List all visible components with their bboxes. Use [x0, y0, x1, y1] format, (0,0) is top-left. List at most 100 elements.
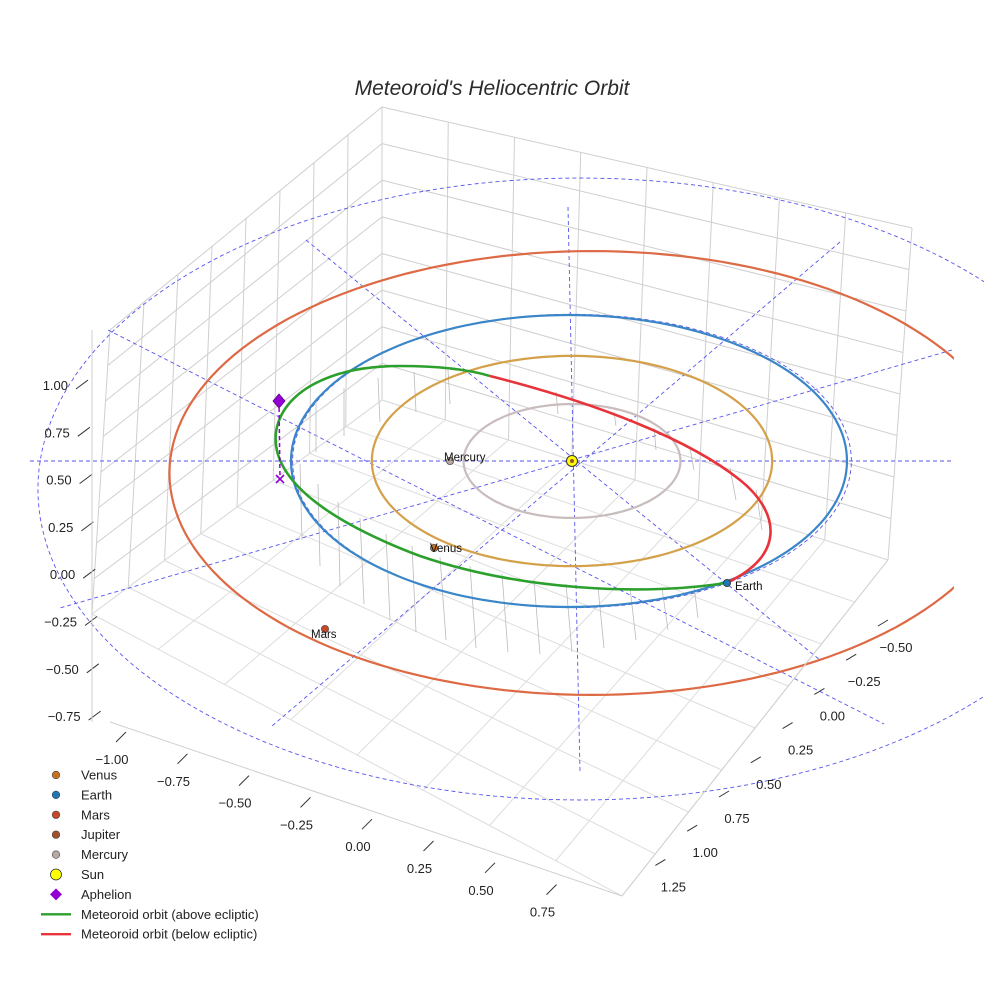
x-tick: [300, 797, 311, 808]
grid-line: [93, 362, 383, 579]
reference-spoke: [567, 206, 581, 773]
legend-label: Jupiter: [81, 827, 121, 842]
legend-label: Mars: [81, 807, 110, 822]
grid-line: [489, 519, 762, 826]
x-tick: [546, 884, 557, 895]
x-tick: [484, 862, 496, 874]
legend-label: Venus: [81, 768, 118, 783]
orbit-venus: [370, 354, 774, 568]
grid-line: [96, 326, 383, 544]
planet-orbits: [168, 249, 954, 697]
mars-marker: [320, 625, 329, 634]
y-tick: [655, 858, 666, 866]
legend-label: Sun: [81, 867, 104, 882]
x-tick: [361, 818, 373, 830]
grid-line: [422, 499, 699, 791]
grid-line: [761, 197, 780, 521]
axis-edge: [109, 721, 623, 897]
meteoroid-orbit: [274, 364, 772, 591]
z-tick-label: 0.25: [48, 520, 73, 535]
z-tick: [82, 568, 96, 579]
stem: [501, 573, 509, 653]
grid-line: [887, 227, 913, 561]
stem: [413, 371, 417, 413]
reference-spoke: [305, 239, 821, 661]
stem: [597, 586, 605, 649]
x-tick-label: 0.50: [468, 883, 493, 898]
stem: [629, 587, 637, 641]
y-tick: [750, 756, 762, 764]
stem: [469, 565, 477, 649]
x-tick: [423, 840, 434, 852]
x-tick-label: −0.75: [157, 774, 190, 789]
y-tick-label: 1.25: [661, 879, 686, 894]
y-tick-label: −0.50: [880, 640, 913, 655]
legend-label: Meteoroid orbit (below ecliptic): [81, 927, 257, 942]
grid-line: [381, 362, 892, 519]
stem: [533, 579, 541, 655]
grid-line: [345, 426, 855, 603]
grid-line: [381, 253, 901, 395]
y-tick-label: −0.25: [848, 674, 881, 689]
aphelion-projection-marker: [275, 474, 285, 484]
mars-label: Mars: [311, 629, 337, 641]
grid-line: [555, 539, 826, 862]
z-tick: [86, 663, 100, 674]
earth-marker: [723, 579, 732, 588]
meteoroid-orbit-below: [489, 374, 772, 585]
y-tick-label: 0.50: [756, 777, 781, 792]
axis-ticks: 1.00 0.75 0.50 0.25 0.00 −0.25 −0.50 −0.75 −1.00…: [43, 330, 913, 920]
legend-item: Meteoroid orbit (above ecliptic): [41, 907, 259, 922]
aphelion-marker: [272, 393, 286, 409]
x-tick-label: −1.00: [96, 752, 129, 767]
jupiter-marker: [570, 459, 574, 463]
legend-item: Meteoroid orbit (below ecliptic): [41, 927, 257, 942]
orbit-earth: [289, 313, 849, 609]
x-tick-label: −0.25: [280, 817, 313, 832]
x-tick-label: 0.00: [345, 839, 370, 854]
orbit-mars: [168, 249, 954, 697]
stem: [565, 583, 573, 653]
grid-line: [107, 143, 383, 366]
x-tick: [238, 775, 250, 786]
legend-item: Earth: [51, 787, 112, 802]
legend-item: Aphelion: [50, 887, 132, 902]
grid-line: [309, 453, 822, 645]
bodies: Mercury Venus Earth Mars: [272, 393, 763, 641]
grid-line: [98, 289, 383, 508]
y-tick-label: 0.25: [788, 743, 813, 758]
aphelion-drop-line: [278, 400, 281, 479]
z-tick-label: 0.75: [44, 425, 69, 440]
legend-circle-swatch: [51, 770, 61, 780]
stem: [447, 369, 451, 405]
y-tick: [814, 687, 825, 695]
stem: [661, 587, 669, 631]
z-tick-label: −0.50: [46, 662, 79, 677]
legend-label: Aphelion: [81, 887, 132, 902]
z-tick: [81, 521, 94, 532]
axis-edge: [621, 559, 889, 897]
grid-line: [381, 326, 895, 478]
legend-item: Mercury: [51, 847, 128, 862]
grid-line: [105, 179, 383, 402]
reference-circle-outer: [37, 177, 984, 801]
legend-circle-swatch: [51, 790, 61, 800]
z-tick: [77, 426, 91, 437]
y-tick-label: 0.75: [724, 811, 749, 826]
chart-title: Meteoroid's Heliocentric Orbit: [355, 77, 631, 100]
mercury-marker: [445, 456, 454, 465]
y-tick-label: 0.00: [820, 708, 845, 723]
legend-item: Sun: [50, 867, 104, 882]
legend-circle-swatch: [51, 830, 61, 839]
grid-line: [381, 399, 889, 561]
grid-line: [356, 479, 636, 756]
legend-circle-swatch: [50, 868, 62, 881]
legend-label: Meteoroid orbit (above ecliptic): [81, 907, 259, 922]
z-tick: [84, 616, 98, 626]
orbit-mercury: [462, 403, 682, 519]
meteoroid-orbit-above: [274, 364, 727, 591]
legend-item: Jupiter: [51, 827, 121, 842]
grid-line: [697, 182, 714, 501]
x-tick-label: 0.75: [530, 905, 555, 920]
legend: Venus Earth Mars Jupiter Mercury Sun Aphelion M…: [41, 768, 259, 942]
